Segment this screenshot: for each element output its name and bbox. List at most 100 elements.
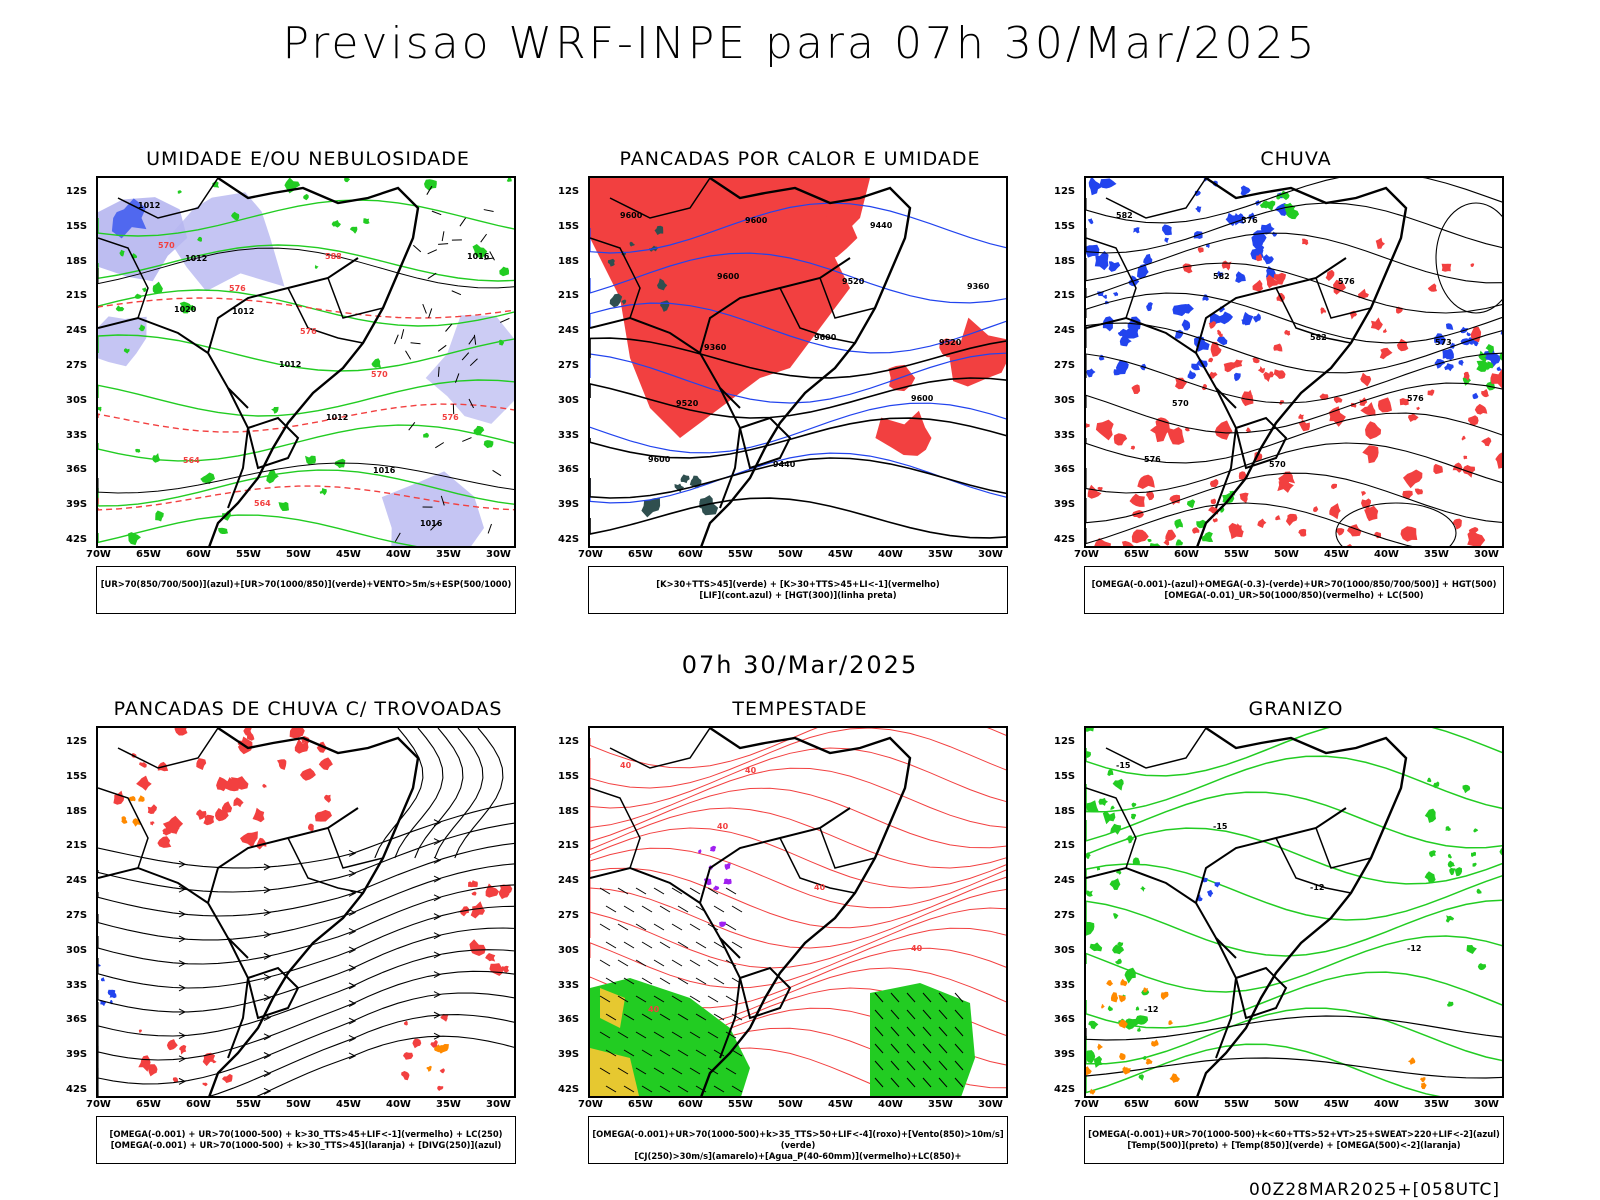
precipitation-area — [1400, 526, 1418, 542]
wind-vector — [441, 231, 445, 242]
instability-area — [949, 317, 1006, 387]
hgt300-label: 9600 — [911, 394, 934, 403]
lat-tick-label: 27S — [66, 360, 88, 371]
omega-strong-area — [1476, 360, 1490, 372]
humidity-low-level-contour — [506, 178, 512, 182]
precipitation-area — [1097, 486, 1103, 492]
precipitation-area — [1218, 333, 1223, 337]
hgt500-label: 576 — [1241, 216, 1258, 225]
temp850-contour — [1447, 853, 1452, 859]
thunderstorm-area — [150, 821, 155, 826]
hgt500-contour — [1335, 502, 1457, 546]
temp850-contour — [1110, 823, 1121, 835]
country-border — [699, 807, 851, 904]
omega-weak-area — [1444, 351, 1454, 360]
streamline-arrow — [263, 1070, 272, 1078]
lon-tick-label: 45W — [828, 1099, 853, 1110]
wind-vector — [635, 1067, 647, 1075]
legend-line: [OMEGA(-0.001) + UR>70(1000-500) + k>30_… — [109, 1129, 503, 1139]
lat-tick-label: 18S — [1054, 805, 1076, 817]
lifted-index-contour — [590, 302, 1006, 354]
humidity-low-level-contour — [188, 305, 195, 311]
streamline-arrow — [348, 1000, 357, 1007]
country-border — [1105, 728, 1207, 769]
thunderstorm-area — [485, 883, 500, 898]
omega-weak-area — [1133, 227, 1140, 234]
streamline — [98, 927, 514, 1013]
temp850-contour — [1135, 1006, 1140, 1011]
map-canvas — [98, 728, 514, 1096]
streamline-arrow — [348, 849, 357, 857]
precipitable-water-contour — [590, 887, 1006, 949]
country-border — [227, 937, 250, 1059]
precipitation-area — [1223, 362, 1236, 373]
streamline-arrow — [178, 885, 187, 893]
omega500-area — [1151, 1039, 1159, 1047]
precipitation-area — [1361, 491, 1366, 497]
precipitation-area — [1335, 528, 1345, 536]
wind-vector — [707, 1031, 719, 1039]
instability-area — [888, 364, 916, 392]
lat-tick-label: 12S — [1054, 736, 1076, 747]
map-tempestade: 40 40 40 40 40 40 — [588, 726, 1008, 1098]
wind-vector — [605, 1049, 617, 1057]
lat-tick-label: 42S — [66, 1084, 88, 1095]
precipitation-area — [1358, 288, 1369, 299]
wind-vector — [635, 959, 647, 967]
lat-tick-label: 18S — [1054, 255, 1076, 267]
wind-vector — [431, 210, 442, 216]
thunderstorm-area — [403, 1052, 414, 1060]
omega-strong-area — [1499, 352, 1502, 361]
wind-vector — [438, 243, 449, 245]
temp850-contour — [1124, 967, 1136, 984]
humidity-contour — [98, 514, 418, 546]
omega-weak-area — [1162, 224, 1172, 236]
wind-vector — [922, 1026, 932, 1037]
map-granizo: -15 -15 -12 -12 -12 — [1084, 726, 1504, 1098]
wind-vector — [489, 251, 495, 261]
country-border — [609, 728, 711, 769]
temp850-contour — [1424, 808, 1436, 823]
forecast-time-label: 07h 30/Mar/2025 — [681, 651, 919, 679]
thickness-label: 570 — [158, 241, 175, 250]
omega-weak-area — [1496, 366, 1502, 371]
lat-tick-label: 30S — [558, 394, 580, 406]
lat-tick-label: 39S — [558, 1049, 580, 1061]
wind-vector — [954, 1009, 964, 1020]
instability-area — [875, 410, 932, 456]
wind-vector — [707, 959, 719, 967]
panel-title: CHUVA — [1260, 148, 1332, 170]
wind-vector — [938, 1026, 948, 1037]
thunderstorm-area — [162, 829, 168, 835]
temp850-contour — [1086, 1050, 1096, 1064]
temp850-contour — [1086, 755, 1502, 813]
lon-tick-label: 35W — [928, 549, 953, 560]
state-border — [287, 837, 364, 894]
precipitation-area — [1273, 272, 1287, 285]
omega-strong-area — [1484, 361, 1494, 371]
lat-tick-label: 36S — [66, 1014, 88, 1026]
precipitation-area — [1362, 445, 1379, 464]
humidity-low-level-contour — [499, 266, 509, 277]
omega-weak-area — [1444, 363, 1454, 372]
omega-weak-area — [1113, 291, 1119, 297]
lon-tick-label: 65W — [1124, 1099, 1149, 1110]
temp850-contour — [1447, 1001, 1454, 1007]
heat-humidity-area — [657, 278, 668, 291]
wind-vector — [623, 941, 635, 949]
temp850-contour — [1429, 850, 1436, 858]
lat-tick-label: 42S — [1054, 1084, 1076, 1095]
temp850-contour — [1445, 915, 1455, 923]
wind-vector — [469, 358, 478, 367]
wind-vector — [454, 373, 460, 383]
severe-storm-area — [724, 863, 731, 871]
streamline — [98, 1014, 514, 1096]
precipitable-water-contour — [590, 767, 1006, 829]
lat-tick-label: 15S — [66, 220, 88, 232]
wind-vector — [874, 1060, 884, 1071]
country-border — [1234, 966, 1288, 1020]
lat-tick-label: 18S — [66, 805, 88, 817]
country-border — [227, 387, 250, 509]
wind-vector — [677, 1049, 689, 1057]
hgt300-label: 9520 — [842, 277, 865, 286]
